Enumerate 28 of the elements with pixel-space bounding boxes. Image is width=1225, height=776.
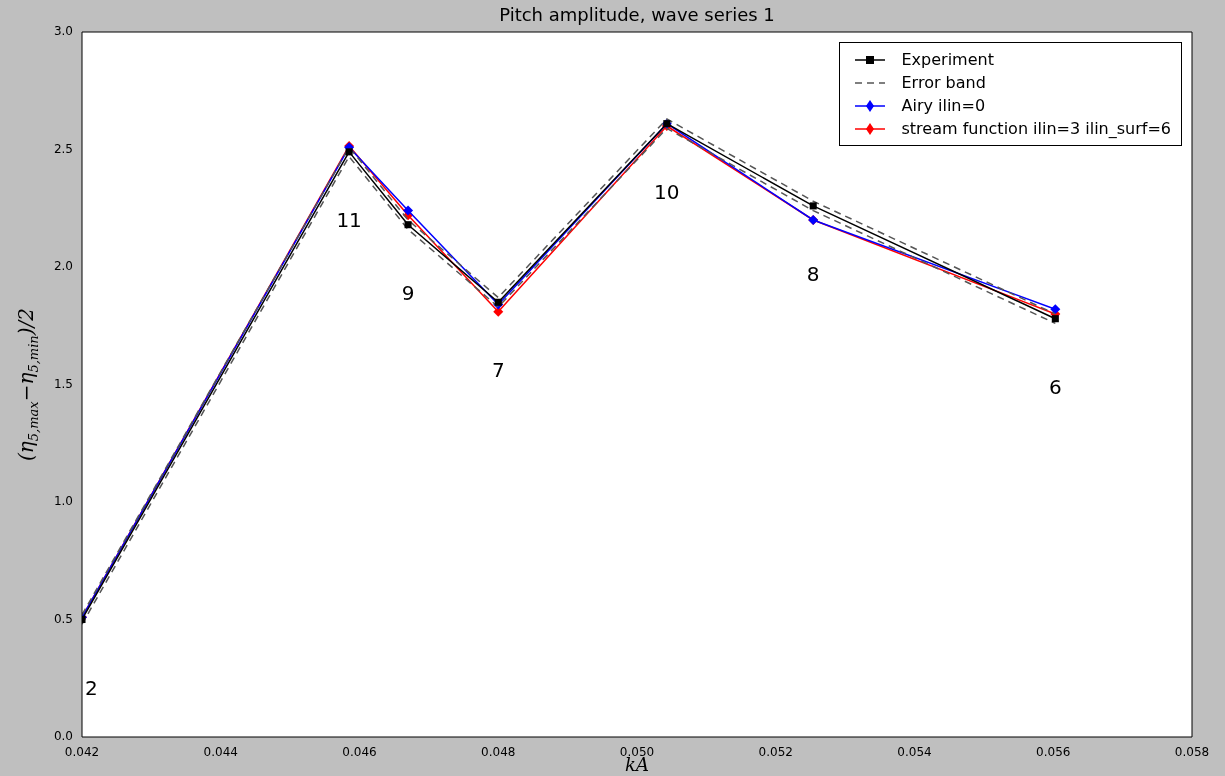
legend-label: stream function ilin=3 ilin_surf=6	[901, 119, 1171, 138]
y-tick-label: 2.0	[53, 259, 73, 274]
x-tick-label: 0.054	[897, 745, 932, 760]
annotation: 11	[336, 208, 362, 233]
x-tick-label: 0.048	[481, 745, 516, 760]
y-tick-label: 1.5	[53, 376, 73, 391]
x-tick-label: 0.046	[342, 745, 377, 760]
y-tick-label: 1.0	[53, 494, 73, 509]
y-tick-label: 2.5	[53, 141, 73, 156]
annotation: 6	[1048, 374, 1062, 399]
y-tick-label: 0.0	[53, 729, 73, 744]
x-tick-label: 0.042	[64, 745, 100, 760]
y-tick-label: 3.0	[53, 24, 73, 39]
y-axis-title: (η5,max−η5,min)/2	[14, 308, 42, 461]
x-tick-label: 0.044	[203, 745, 238, 760]
legend-label: Airy ilin=0	[901, 96, 986, 115]
chart-title: Pitch amplitude, wave series 1	[499, 3, 775, 25]
x-tick-label: 0.058	[1174, 745, 1210, 760]
legend-label: Experiment	[901, 50, 994, 69]
legend-label: Error band	[901, 73, 986, 92]
annotation: 8	[806, 262, 820, 287]
annotation: 2	[85, 675, 98, 700]
annotation: 7	[491, 358, 505, 383]
x-tick-label: 0.052	[758, 745, 793, 760]
annotation: 10	[654, 179, 680, 204]
y-tick-label: 0.5	[53, 611, 73, 626]
x-tick-label: 0.056	[1036, 745, 1071, 760]
annotation: 9	[401, 280, 415, 305]
